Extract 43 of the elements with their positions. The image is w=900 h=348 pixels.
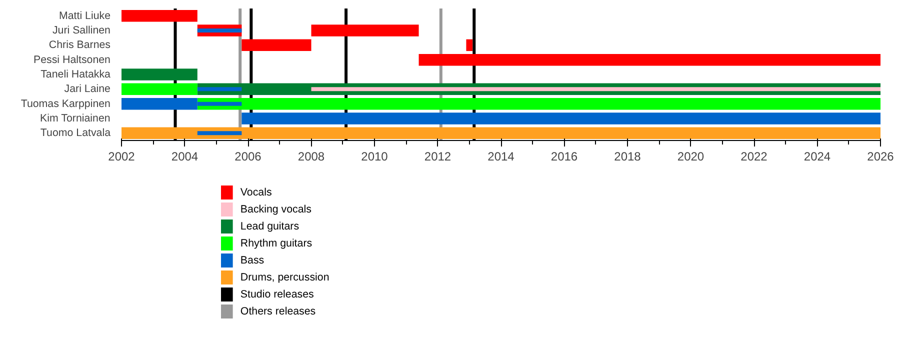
- x-tick-label: 2004: [171, 150, 198, 164]
- x-tick-label: 2006: [234, 150, 262, 164]
- x-tick-label: 2012: [424, 150, 452, 164]
- x-tick-label: 2014: [488, 150, 515, 164]
- x-tick-label: 2022: [740, 150, 768, 164]
- bar: [122, 10, 198, 22]
- y-tick-label: Kim Torniainen: [40, 112, 110, 124]
- x-tick-label: 2016: [550, 150, 578, 164]
- y-tick-label: Tuomas Karppinen: [20, 98, 111, 110]
- bar: [197, 131, 242, 136]
- bar: [418, 54, 880, 66]
- legend-label: Drums, percussion: [240, 272, 330, 284]
- x-tick-label: 2008: [298, 150, 325, 164]
- legend-label: Backing vocals: [240, 204, 312, 216]
- legend-label: Lead guitars: [240, 220, 300, 232]
- x-tick-label: 2018: [614, 150, 642, 164]
- bar: [197, 87, 242, 92]
- x-tick-label: 2020: [677, 150, 704, 164]
- x-tick-label: 2026: [867, 150, 894, 164]
- bar: [122, 83, 198, 96]
- legend-label: Rhythm guitars: [240, 238, 312, 250]
- bar: [311, 87, 880, 92]
- legend-label: Studio releases: [240, 288, 314, 300]
- bar: [197, 98, 880, 110]
- bar: [242, 39, 312, 52]
- y-tick-label: Jari Laine: [64, 83, 111, 96]
- y-tick-label: Taneli Hatakka: [40, 68, 111, 80]
- y-tick-label: Chris Barnes: [48, 39, 111, 52]
- bar: [197, 28, 242, 32]
- legend-label: Others releases: [240, 306, 316, 318]
- x-tick-label: 2002: [108, 150, 136, 164]
- bar: [122, 68, 198, 80]
- y-tick-label: Pessi Haltsonen: [33, 54, 111, 66]
- y-tick-label: Matti Liuke: [58, 10, 111, 22]
- y-tick-label: Juri Sallinen: [52, 24, 111, 36]
- x-tick-label: 2024: [804, 150, 831, 164]
- bar: [242, 112, 880, 124]
- x-tick-label: 2010: [361, 150, 388, 164]
- y-tick-label: Tuomo Latvala: [40, 127, 111, 140]
- legend-label: Bass: [240, 254, 264, 266]
- bar: [466, 39, 473, 52]
- legend-label: Vocals: [240, 186, 272, 198]
- bar: [311, 24, 419, 36]
